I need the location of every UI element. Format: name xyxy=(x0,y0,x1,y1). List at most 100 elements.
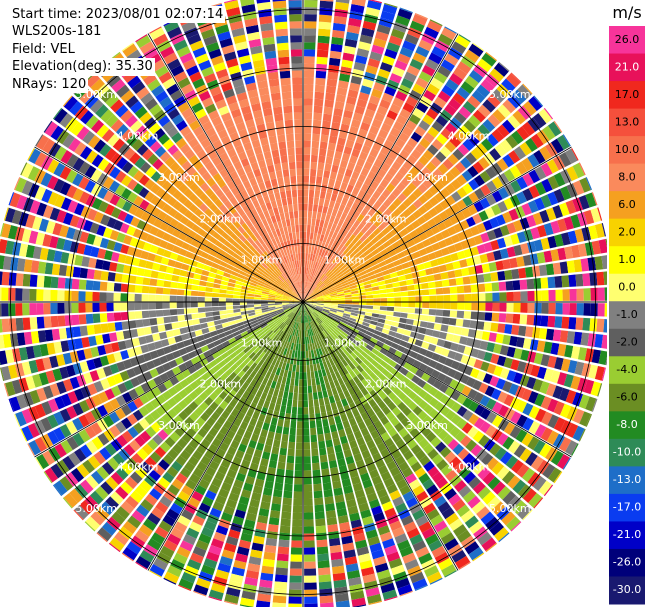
ppi-gate xyxy=(386,41,401,53)
ppi-gate xyxy=(144,456,157,469)
ppi-gate xyxy=(400,285,408,292)
ppi-gate xyxy=(98,200,109,213)
ppi-gate xyxy=(96,124,110,138)
ppi-gate xyxy=(274,328,281,335)
ppi-gate xyxy=(418,363,428,372)
ppi-gate xyxy=(194,187,204,198)
ppi-gate xyxy=(357,253,366,261)
ppi-gate xyxy=(411,177,422,188)
ppi-gate xyxy=(237,350,246,359)
ppi-gate xyxy=(288,312,295,319)
ppi-gate xyxy=(304,336,308,345)
ppi-gate xyxy=(205,311,213,317)
ppi-gate xyxy=(306,307,312,314)
ppi-gate xyxy=(439,446,452,458)
ppi-gate xyxy=(503,235,513,247)
ppi-gate xyxy=(175,222,185,232)
ppi-gate xyxy=(324,259,330,267)
ppi-gate xyxy=(16,332,26,346)
ppi-gate xyxy=(304,56,315,64)
ppi-gate xyxy=(144,474,157,487)
ppi-gate xyxy=(378,204,388,213)
ppi-gate xyxy=(414,125,427,137)
ppi-gate xyxy=(270,395,278,404)
ppi-gate xyxy=(326,185,334,194)
ppi-gate xyxy=(540,354,550,367)
ppi-gate xyxy=(329,309,337,313)
ppi-gate xyxy=(339,321,347,327)
ppi-gate xyxy=(546,159,559,174)
ppi-gate xyxy=(412,509,425,521)
ppi-gate xyxy=(282,316,289,322)
ppi-gate xyxy=(467,388,478,400)
ppi-gate xyxy=(290,356,294,365)
ppi-gate xyxy=(292,343,297,351)
ppi-gate xyxy=(334,151,343,160)
ppi-gate xyxy=(471,89,486,104)
ppi-gate xyxy=(341,331,349,338)
ppi-gate xyxy=(3,383,9,397)
ppi-gate xyxy=(280,518,291,527)
ppi-gate xyxy=(397,203,407,213)
ppi-gate xyxy=(354,489,366,499)
ppi-gate xyxy=(53,341,63,354)
ppi-gate xyxy=(215,494,227,505)
ppi-gate xyxy=(218,488,230,499)
ppi-gate xyxy=(534,408,547,423)
ppi-gate xyxy=(326,207,333,216)
ppi-gate xyxy=(237,443,248,453)
ppi-gate xyxy=(87,134,101,149)
ppi-gate xyxy=(362,260,370,267)
ppi-gate xyxy=(496,355,507,367)
ppi-gate xyxy=(268,387,275,396)
ppi-gate xyxy=(371,118,383,129)
ppi-gate xyxy=(175,472,188,485)
ppi-gate xyxy=(364,393,373,402)
ppi-gate xyxy=(394,422,405,433)
ppi-gate xyxy=(183,290,192,296)
ppi-gate xyxy=(473,200,484,213)
ppi-gate xyxy=(257,358,265,367)
ppi-gate xyxy=(308,293,315,299)
ppi-gate xyxy=(147,512,161,526)
ppi-gate xyxy=(82,219,93,232)
ppi-gate xyxy=(322,330,328,338)
ppi-gate xyxy=(308,196,314,205)
ppi-gate xyxy=(406,527,420,539)
ppi-gate xyxy=(270,380,277,389)
ppi-gate xyxy=(156,417,167,429)
ppi-gate xyxy=(513,444,527,458)
ppi-gate xyxy=(181,241,191,251)
ppi-gate xyxy=(36,454,50,470)
ppi-gate xyxy=(494,447,507,461)
ppi-gate xyxy=(172,443,184,455)
ppi-gate xyxy=(492,292,500,302)
ppi-gate xyxy=(304,266,307,275)
ppi-gate xyxy=(284,384,290,393)
ppi-gate xyxy=(367,535,381,546)
ppi-gate xyxy=(110,119,124,133)
ppi-gate xyxy=(534,393,546,407)
ppi-gate xyxy=(420,282,429,290)
ppi-gate xyxy=(565,440,578,456)
ppi-gate xyxy=(162,168,174,180)
ppi-gate xyxy=(275,567,288,576)
ppi-gate xyxy=(414,160,425,172)
ppi-gate xyxy=(232,298,240,302)
ppi-gate xyxy=(241,313,249,319)
ppi-gate xyxy=(354,180,364,190)
ppi-gate xyxy=(131,257,141,267)
ppi-gate xyxy=(553,417,566,432)
ppi-gate xyxy=(427,126,440,138)
ppi-gate xyxy=(86,233,96,245)
ppi-gate xyxy=(114,184,126,196)
ppi-gate xyxy=(337,377,345,386)
ppi-gate xyxy=(354,276,362,282)
ppi-gate xyxy=(311,253,316,262)
ppi-gate xyxy=(419,276,428,283)
ppi-gate xyxy=(525,326,534,338)
ppi-gate xyxy=(78,191,90,205)
ppi-gate xyxy=(399,280,407,287)
ppi-gate xyxy=(266,279,274,285)
ppi-gate xyxy=(343,310,352,315)
